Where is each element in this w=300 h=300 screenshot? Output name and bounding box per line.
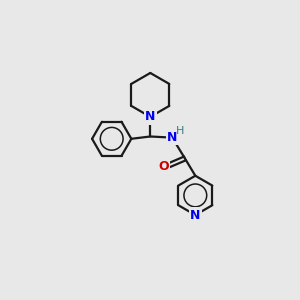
Text: N: N (190, 208, 200, 221)
Text: O: O (158, 160, 169, 173)
Text: N: N (145, 110, 155, 123)
Text: H: H (176, 126, 184, 136)
Text: N: N (167, 131, 177, 144)
